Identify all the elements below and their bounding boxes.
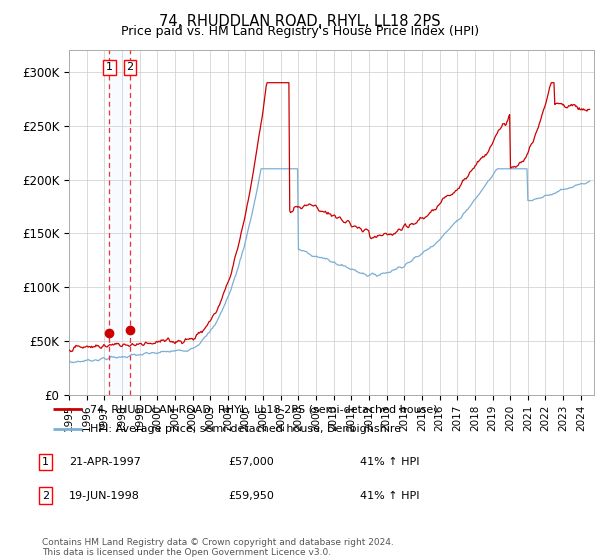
Text: 2: 2 <box>127 63 134 72</box>
Text: Price paid vs. HM Land Registry's House Price Index (HPI): Price paid vs. HM Land Registry's House … <box>121 25 479 38</box>
Text: 2: 2 <box>42 491 49 501</box>
Text: 19-JUN-1998: 19-JUN-1998 <box>69 491 140 501</box>
Text: £57,000: £57,000 <box>228 457 274 467</box>
Text: 21-APR-1997: 21-APR-1997 <box>69 457 141 467</box>
Text: £59,950: £59,950 <box>228 491 274 501</box>
Text: 41% ↑ HPI: 41% ↑ HPI <box>360 491 419 501</box>
Text: 1: 1 <box>106 63 113 72</box>
Text: HPI: Average price, semi-detached house, Denbighshire: HPI: Average price, semi-detached house,… <box>89 424 401 434</box>
Bar <box>109 50 130 395</box>
Text: 41% ↑ HPI: 41% ↑ HPI <box>360 457 419 467</box>
Text: Contains HM Land Registry data © Crown copyright and database right 2024.
This d: Contains HM Land Registry data © Crown c… <box>42 538 394 557</box>
Text: 74, RHUDDLAN ROAD, RHYL, LL18 2PS: 74, RHUDDLAN ROAD, RHYL, LL18 2PS <box>159 14 441 29</box>
Text: 74, RHUDDLAN ROAD, RHYL, LL18 2PS (semi-detached house): 74, RHUDDLAN ROAD, RHYL, LL18 2PS (semi-… <box>89 404 437 414</box>
Text: 1: 1 <box>42 457 49 467</box>
